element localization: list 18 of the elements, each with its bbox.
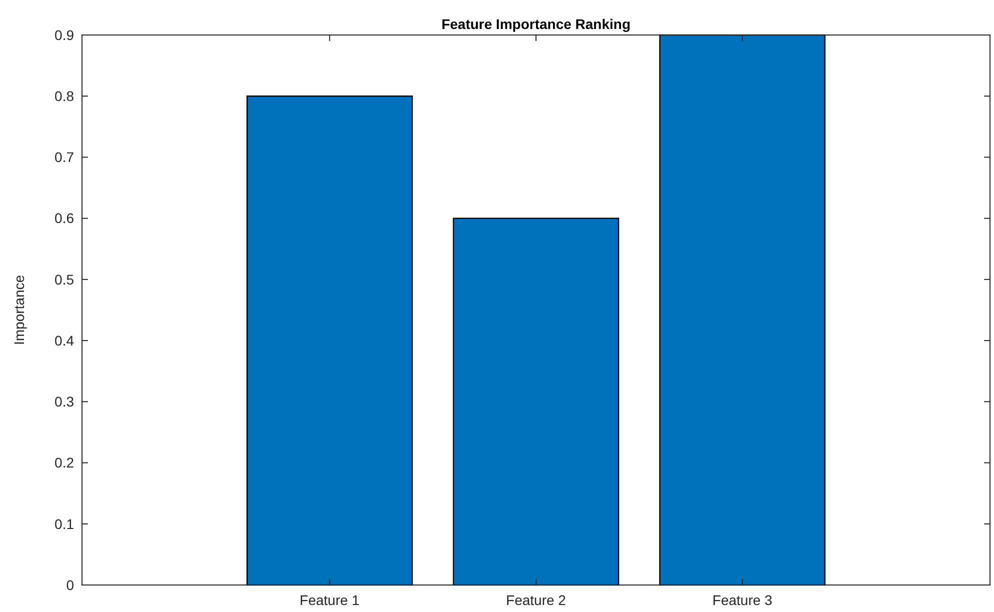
y-axis-title: Importance xyxy=(11,274,27,346)
x-tick-label: Feature 2 xyxy=(506,592,566,608)
y-tick-label: 0.2 xyxy=(54,454,74,471)
y-tick-label: 0.5 xyxy=(54,271,74,288)
x-tick-label: Feature 3 xyxy=(712,592,773,608)
y-tick-label: 0 xyxy=(66,576,74,593)
y-tick-label: 0.6 xyxy=(54,210,74,226)
x-tick-label: Feature 1 xyxy=(300,592,360,608)
chart-title: Feature Importance Ranking xyxy=(441,16,631,32)
bar xyxy=(246,96,413,586)
bar xyxy=(452,218,620,586)
y-tick-label: 0.4 xyxy=(54,332,74,348)
y-tick-label: 0.8 xyxy=(54,88,74,104)
y-tick-label: 0.1 xyxy=(54,516,74,532)
y-tick-label: 0.3 xyxy=(54,394,74,410)
y-tick-label: 0.9 xyxy=(54,26,74,43)
y-tick-label: 0.7 xyxy=(54,149,74,166)
bar xyxy=(659,34,826,586)
